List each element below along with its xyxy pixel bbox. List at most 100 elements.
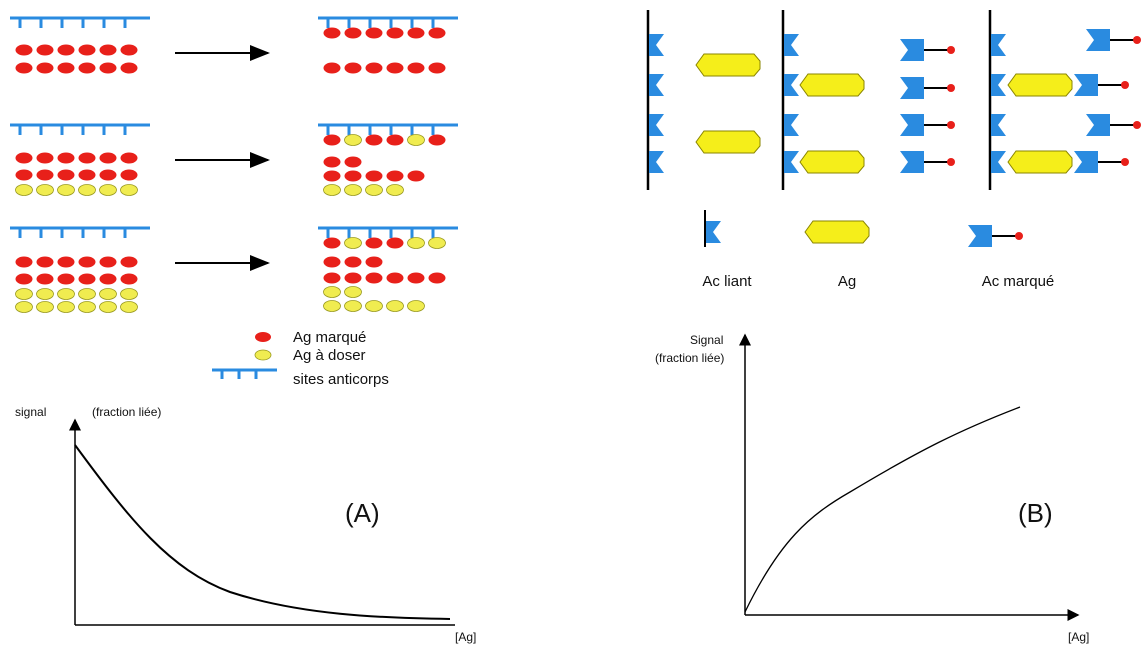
labeled-antigen [78,256,96,268]
labeled-antigen [428,62,446,74]
capture-antibody [991,74,1006,96]
labeled-antibody [1073,150,1130,174]
labeled-antigen [57,256,75,268]
antigen [99,301,117,313]
labeled-antigen [120,273,138,285]
labeled-antigen [15,62,33,74]
labeled-antigen [99,152,117,164]
antigen [323,286,341,298]
labeled-antigen [120,62,138,74]
labeled-antigen [99,62,117,74]
antigen [695,130,761,154]
labeled-antigen [365,62,383,74]
curve [74,444,451,620]
labeled-antigen [99,273,117,285]
antigen [407,300,425,312]
legend-hex [804,220,870,244]
legend-text: sites anticorps [293,371,389,388]
antigen [78,184,96,196]
capture-antibody [649,74,664,96]
capture-antibody [991,34,1006,56]
labeled-antigen [120,152,138,164]
antigen [407,134,425,146]
labeled-antigen [78,44,96,56]
labeled-antigen [36,62,54,74]
capture-antibody [649,151,664,173]
labeled-antigen [15,152,33,164]
labeled-antigen [323,62,341,74]
antigen [365,300,383,312]
antigen [386,300,404,312]
labeled-antibody [899,38,956,62]
labeled-antigen [15,44,33,56]
labeled-antigen [99,256,117,268]
labeled-antibody [899,150,956,174]
labeled-antigen [120,44,138,56]
capture-antibody [991,151,1006,173]
labeled-antigen [365,134,383,146]
antigen [344,184,362,196]
labeled-antigen [344,256,362,268]
labeled-antigen [344,170,362,182]
antigen [57,301,75,313]
x-label: [Ag] [1068,630,1089,644]
antigen [365,184,383,196]
antigen [36,184,54,196]
legend-labeled [967,224,1024,248]
antigen [120,288,138,300]
labeled-antibody [899,76,956,100]
labeled-antigen [386,237,404,249]
antigen [78,301,96,313]
antigen [36,301,54,313]
labeled-antigen [57,273,75,285]
labeled-antigen [78,169,96,181]
labeled-antigen [15,273,33,285]
labeled-antigen [365,272,383,284]
labeled-antigen [57,44,75,56]
antigen [57,184,75,196]
labeled-antigen [36,256,54,268]
labeled-antigen [386,134,404,146]
labeled-antibody [1085,28,1142,52]
panel-label: (A) [345,498,380,528]
labeled-antigen [120,169,138,181]
antigen [407,237,425,249]
labeled-antigen [428,272,446,284]
labeled-antigen [386,272,404,284]
antigen [799,150,865,174]
legend-text: Ag à doser [293,347,366,364]
antigen [344,286,362,298]
labeled-antigen [344,272,362,284]
labeled-antigen [15,169,33,181]
antigen [120,184,138,196]
labeled-antigen [99,169,117,181]
labeled-antigen [407,272,425,284]
capture-antibody [649,114,664,136]
legend-text: Ac liant [702,273,752,290]
antigen [15,288,33,300]
labeled-antibody [899,113,956,137]
labeled-antigen [365,237,383,249]
antigen [799,73,865,97]
y-label: signal [15,405,46,419]
x-label: [Ag] [455,630,476,644]
labeled-antigen [386,27,404,39]
capture-antibody [784,151,799,173]
capture-antibody [991,114,1006,136]
antigen [344,237,362,249]
labeled-antigen [57,169,75,181]
labeled-antigen [78,62,96,74]
legend-flag [706,221,721,243]
antigen [1007,150,1073,174]
labeled-antigen [323,27,341,39]
labeled-antigen [407,170,425,182]
labeled-antigen [36,44,54,56]
antigen [57,288,75,300]
capture-antibody [784,74,799,96]
antigen [78,288,96,300]
labeled-antigen [57,152,75,164]
labeled-antigen [344,27,362,39]
antigen [15,301,33,313]
